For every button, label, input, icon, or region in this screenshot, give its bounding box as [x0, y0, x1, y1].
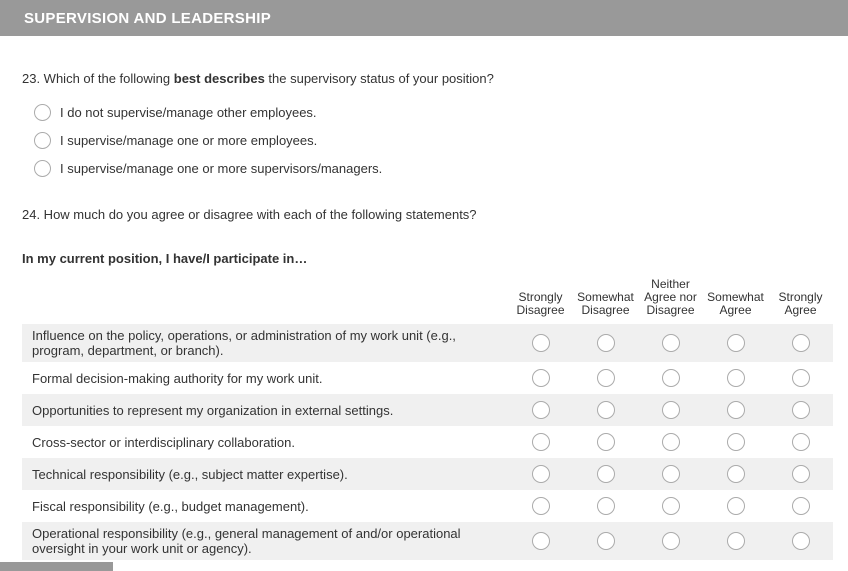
option-label: I supervise/manage one or more employees…	[60, 133, 318, 148]
matrix-row-collaboration: Cross-sector or interdisciplinary collab…	[22, 426, 833, 458]
matrix-row-decision-authority: Formal decision-making authority for my …	[22, 362, 833, 394]
matrix-radio[interactable]	[726, 334, 745, 352]
matrix-radio[interactable]	[531, 532, 550, 550]
column-header-somewhat-disagree: Somewhat Disagree	[577, 290, 634, 317]
row-statement: Cross-sector or interdisciplinary collab…	[32, 434, 295, 450]
row-statement: Opportunities to represent my organizati…	[32, 402, 394, 418]
matrix-radio[interactable]	[726, 465, 745, 483]
section-title: SUPERVISION AND LEADERSHIP	[24, 9, 272, 27]
matrix-header-row: Strongly Disagree Somewhat Disagree Neit…	[22, 278, 833, 324]
matrix-radio[interactable]	[791, 532, 810, 550]
radio-button[interactable]	[34, 160, 51, 177]
row-statement: Influence on the policy, operations, or …	[32, 328, 456, 358]
matrix-radio[interactable]	[596, 369, 615, 387]
radio-button[interactable]	[34, 104, 51, 121]
question-23-text: 23. Which of the following best describe…	[22, 71, 833, 87]
option-no-supervise[interactable]: I do not supervise/manage other employee…	[34, 104, 833, 121]
matrix-radio[interactable]	[661, 334, 680, 352]
question-24-text: 24. How much do you agree or disagree wi…	[22, 207, 477, 222]
question-23-suffix: the supervisory status of your position?	[264, 71, 494, 86]
question-23-prefix: 23. Which of the following	[22, 71, 174, 86]
matrix-radio[interactable]	[726, 532, 745, 550]
matrix-radio[interactable]	[531, 465, 550, 483]
column-header-strongly-disagree: Strongly Disagree	[516, 290, 565, 317]
matrix-radio[interactable]	[791, 433, 810, 451]
matrix-radio[interactable]	[791, 334, 810, 352]
question-24-intro: In my current position, I have/I partici…	[22, 251, 308, 266]
matrix-radio[interactable]	[791, 401, 810, 419]
matrix-radio[interactable]	[661, 532, 680, 550]
matrix-radio[interactable]	[661, 401, 680, 419]
option-supervise-managers[interactable]: I supervise/manage one or more superviso…	[34, 160, 833, 177]
matrix-radio[interactable]	[791, 497, 810, 515]
option-label: I supervise/manage one or more superviso…	[60, 161, 383, 176]
question-23-bold: best describes	[173, 71, 265, 86]
matrix-radio[interactable]	[531, 401, 550, 419]
radio-button[interactable]	[34, 132, 51, 149]
matrix-radio[interactable]	[596, 497, 615, 515]
matrix-radio[interactable]	[596, 334, 615, 352]
row-statement: Operational responsibility (e.g., genera…	[32, 526, 461, 556]
row-statement: Technical responsibility (e.g., subject …	[32, 466, 348, 482]
option-label: I do not supervise/manage other employee…	[60, 105, 317, 120]
section-header: SUPERVISION AND LEADERSHIP	[0, 0, 848, 36]
row-statement: Fiscal responsibility (e.g., budget mana…	[32, 498, 309, 514]
matrix-radio[interactable]	[531, 497, 550, 515]
matrix-radio[interactable]	[661, 497, 680, 515]
column-header-neither: Neither Agree nor Disagree	[644, 277, 697, 317]
matrix-radio[interactable]	[726, 401, 745, 419]
matrix-radio[interactable]	[596, 465, 615, 483]
column-header-strongly-agree: Strongly Agree	[778, 290, 823, 317]
matrix-radio[interactable]	[726, 433, 745, 451]
row-statement: Formal decision-making authority for my …	[32, 370, 323, 386]
column-header-somewhat-agree: Somewhat Agree	[707, 290, 764, 317]
matrix-radio[interactable]	[531, 433, 550, 451]
matrix-radio[interactable]	[726, 369, 745, 387]
matrix-row-influence: Influence on the policy, operations, or …	[22, 324, 833, 362]
matrix-radio[interactable]	[791, 465, 810, 483]
matrix-row-fiscal: Fiscal responsibility (e.g., budget mana…	[22, 490, 833, 522]
matrix-row-represent-org: Opportunities to represent my organizati…	[22, 394, 833, 426]
matrix-radio[interactable]	[596, 532, 615, 550]
matrix-radio[interactable]	[661, 369, 680, 387]
matrix-radio[interactable]	[661, 465, 680, 483]
matrix-radio[interactable]	[531, 369, 550, 387]
matrix-radio[interactable]	[791, 369, 810, 387]
matrix-row-operational: Operational responsibility (e.g., genera…	[22, 522, 833, 560]
matrix-radio[interactable]	[531, 334, 550, 352]
survey-page-body: 23. Which of the following best describe…	[0, 71, 848, 560]
agreement-matrix: Strongly Disagree Somewhat Disagree Neit…	[22, 278, 833, 560]
matrix-radio[interactable]	[661, 433, 680, 451]
matrix-radio[interactable]	[596, 433, 615, 451]
question-23-options: I do not supervise/manage other employee…	[34, 104, 833, 177]
matrix-radio[interactable]	[596, 401, 615, 419]
matrix-row-technical: Technical responsibility (e.g., subject …	[22, 458, 833, 490]
option-supervise-employees[interactable]: I supervise/manage one or more employees…	[34, 132, 833, 149]
matrix-radio[interactable]	[726, 497, 745, 515]
next-section-header-partial	[0, 562, 113, 571]
